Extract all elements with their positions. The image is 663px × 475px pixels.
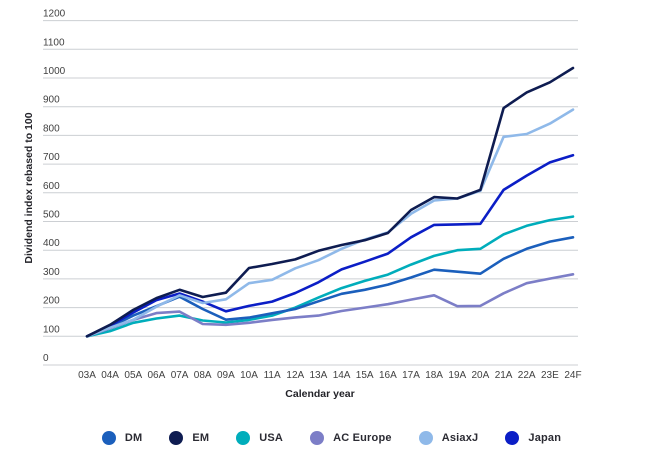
x-tick-label-20a: 20A	[472, 370, 490, 381]
y-axis-title: Dividend index rebased to 100	[23, 112, 35, 264]
y-tick-label-700: 700	[43, 152, 60, 163]
dividend-index-line-chart: 0 100 200 300 400 500 600 700 800 900 1000 1100 1200…	[43, 9, 582, 381]
x-tick-label-03a: 03A	[78, 370, 96, 381]
legend-label-japan: Japan	[528, 432, 562, 444]
y-tick-label-600: 600	[43, 181, 60, 192]
y-tick-label-200: 200	[43, 296, 60, 307]
x-tick-label-16a: 16A	[379, 370, 397, 381]
legend-item-japan: Japan	[505, 431, 561, 445]
x-tick-label-24f: 24F	[564, 370, 581, 381]
x-tick-label-18a: 18A	[425, 370, 443, 381]
y-tick-label-1200: 1200	[43, 9, 66, 20]
y-tick-label-500: 500	[43, 210, 60, 221]
legend-swatch-dm	[101, 431, 116, 445]
series-line-usa	[85, 215, 575, 338]
legend-item-ac-europe: AC Europe	[310, 431, 392, 445]
legend-item-asiaxj: AsiaxJ	[418, 431, 479, 445]
x-tick-label-11a: 11A	[264, 370, 281, 381]
y-tick-label-900: 900	[43, 95, 60, 106]
series-line-asiaxj	[85, 108, 575, 338]
x-tick-label-12a: 12A	[286, 370, 304, 381]
x-tick-label-21a: 21A	[495, 370, 513, 381]
x-tick-label-08a: 08A	[194, 370, 212, 381]
x-tick-label-14a: 14A	[333, 370, 351, 381]
x-tick-label-05a: 05A	[124, 370, 142, 381]
x-tick-label-10a: 10A	[240, 370, 258, 381]
x-tick-label-22a: 22A	[518, 370, 536, 381]
x-tick-label-15a: 15A	[356, 370, 374, 381]
y-tick-label-300: 300	[43, 267, 60, 278]
x-tick-label-17a: 17A	[402, 370, 420, 381]
x-tick-label-23e: 23E	[541, 370, 559, 381]
series-line-em	[85, 66, 575, 338]
series-line-dm	[85, 236, 575, 338]
legend-item-usa: USA	[236, 431, 283, 445]
legend-label-usa: USA	[259, 432, 284, 444]
y-tick-label-1100: 1100	[43, 37, 65, 48]
legend-swatch-ac-europe	[310, 431, 325, 445]
legend-item-em: EM	[169, 431, 209, 445]
x-axis-title: Calendar year	[285, 388, 355, 400]
y-tick-label-400: 400	[43, 238, 60, 249]
legend-label-asiaxj: AsiaxJ	[441, 432, 479, 444]
legend-label-dm: DM	[124, 432, 143, 444]
chart-legend: DM EM USA AC Europe AsiaxJ Japan	[0, 431, 663, 445]
legend-swatch-usa	[236, 431, 251, 445]
y-tick-label-800: 800	[43, 123, 60, 134]
legend-item-dm: DM	[101, 431, 143, 445]
y-tick-label-1000: 1000	[43, 66, 66, 77]
legend-swatch-japan	[505, 431, 520, 445]
y-tick-label-100: 100	[43, 324, 60, 335]
x-tick-label-19a: 19A	[448, 370, 466, 381]
x-tick-label-04a: 04A	[101, 370, 119, 381]
series-line-japan	[85, 153, 575, 338]
x-tick-label-13a: 13A	[310, 370, 328, 381]
x-tick-label-09a: 09A	[217, 370, 235, 381]
legend-label-em: EM	[192, 432, 210, 444]
series-line-ac-europe	[85, 272, 575, 338]
y-tick-label-0: 0	[43, 353, 49, 364]
legend-swatch-asiaxj	[418, 431, 433, 445]
x-tick-label-07a: 07A	[171, 370, 189, 381]
x-tick-label-06a: 06A	[148, 370, 166, 381]
legend-swatch-em	[169, 431, 184, 445]
legend-label-ac-europe: AC Europe	[333, 432, 392, 444]
